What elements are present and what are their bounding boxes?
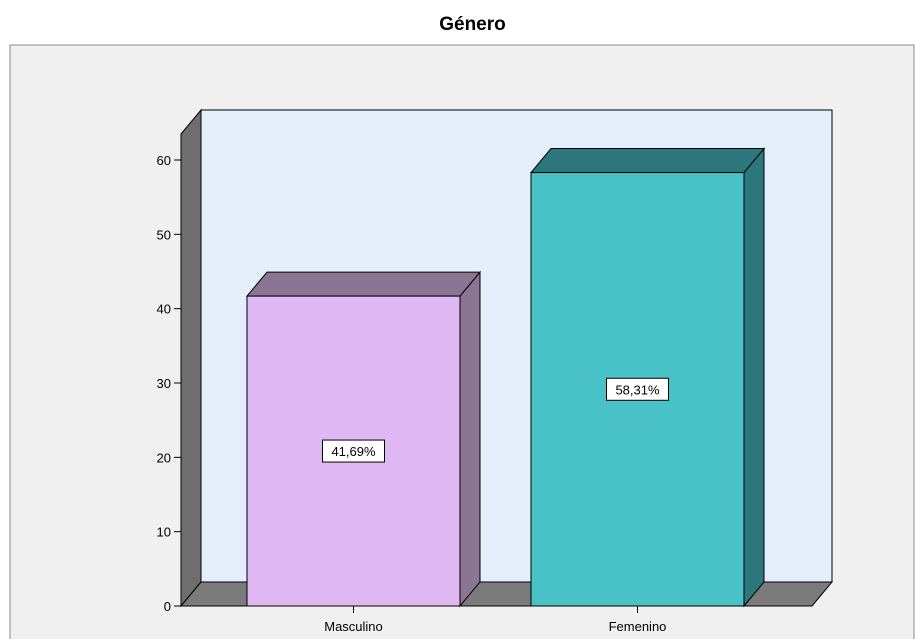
bar-masculino: 41,69%	[245, 270, 482, 608]
data-label-box	[322, 439, 385, 463]
data-label-box	[606, 377, 669, 401]
data-label: 41,69%	[331, 444, 376, 459]
y-tick-label: 10	[157, 525, 171, 540]
data-label: 58,31%	[615, 382, 660, 397]
bars-group: 41,69% 58,31%	[245, 147, 766, 608]
bar-side	[459, 270, 481, 608]
x-tick-label: Masculino	[324, 619, 383, 634]
y-tick-label: 0	[164, 599, 171, 614]
bar-top	[245, 271, 482, 297]
bar-side	[743, 147, 765, 608]
y-tick-label: 60	[157, 153, 171, 168]
y-tick-label: 50	[157, 227, 171, 242]
chart-title: Género	[439, 14, 506, 35]
x-tick-label: Femenino	[609, 619, 667, 634]
y-axis: 0 10 20 30 40 50 60	[157, 153, 181, 614]
y-tick-label: 30	[157, 376, 171, 391]
bar-top	[529, 148, 766, 174]
x-axis: Masculino Femenino	[324, 606, 666, 634]
y-tick-label: 20	[157, 450, 171, 465]
left-wall	[180, 108, 202, 608]
bar-femenino: 58,31%	[529, 147, 766, 608]
y-tick-label: 40	[157, 302, 171, 317]
